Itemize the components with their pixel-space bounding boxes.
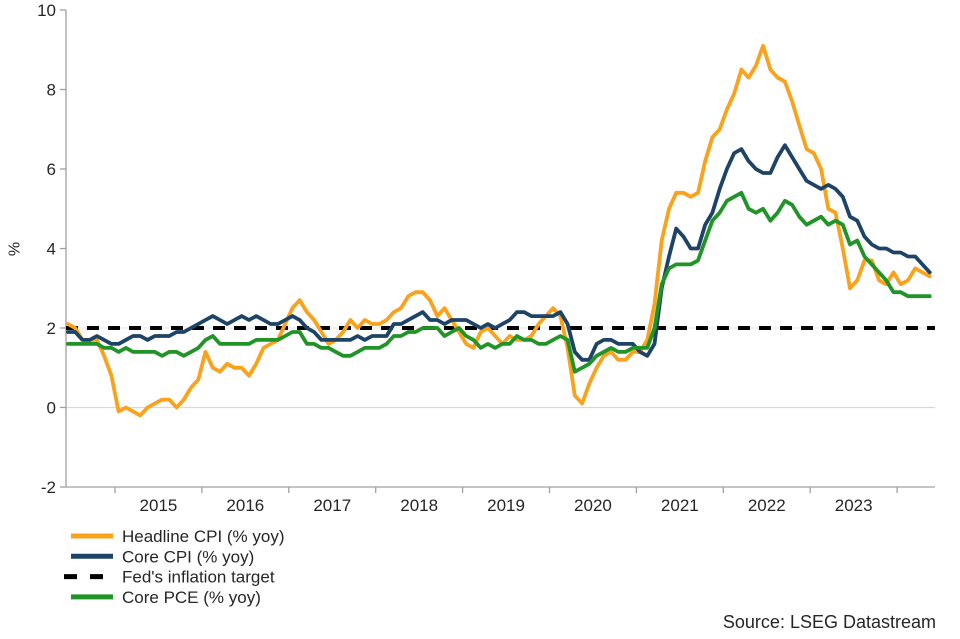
x-tick-label: 2023 <box>835 496 873 515</box>
y-axis-title: % <box>7 242 24 256</box>
x-tick-label: 2019 <box>487 496 525 515</box>
series-layer <box>66 43 935 418</box>
y-tick-label: -2 <box>41 478 56 497</box>
x-tick-label: 2017 <box>313 496 351 515</box>
y-tick-label: 10 <box>37 1 56 20</box>
x-tick-label: 2020 <box>574 496 612 515</box>
x-tick-label: 2021 <box>661 496 699 515</box>
source-text: Source: LSEG Datastream <box>723 612 936 632</box>
series-line-core-cpi-yoy <box>66 143 932 362</box>
x-tick-label: 2015 <box>140 496 178 515</box>
axis-label-layer: 10 8 6 4 2 0 -2 2015 2016 2017 2018 2019 2020 2021 202… <box>37 1 872 515</box>
series-line-core-pce-yoy <box>66 190 932 374</box>
y-tick-label: 2 <box>47 319 56 338</box>
x-tick-label: 2016 <box>226 496 264 515</box>
y-tick-label: 0 <box>47 398 56 417</box>
x-tick-label: 2022 <box>748 496 786 515</box>
legend-label-2: Core CPI (% yoy) <box>122 547 254 566</box>
series-line-headline-cpi-yoy <box>66 43 932 418</box>
legend-label-3: Fed's inflation target <box>122 568 275 587</box>
y-tick-label: 8 <box>47 80 56 99</box>
legend-label-4: Core PCE (% yoy) <box>122 588 261 607</box>
y-tick-label: 6 <box>47 160 56 179</box>
axis-layer <box>60 9 935 493</box>
x-tick-label: 2018 <box>400 496 438 515</box>
legend-label-1: Headline CPI (% yoy) <box>122 527 285 546</box>
y-tick-label: 4 <box>47 239 56 258</box>
legend: Headline CPI (% yoy)Core CPI (% yoy) Fed'… <box>64 527 285 607</box>
